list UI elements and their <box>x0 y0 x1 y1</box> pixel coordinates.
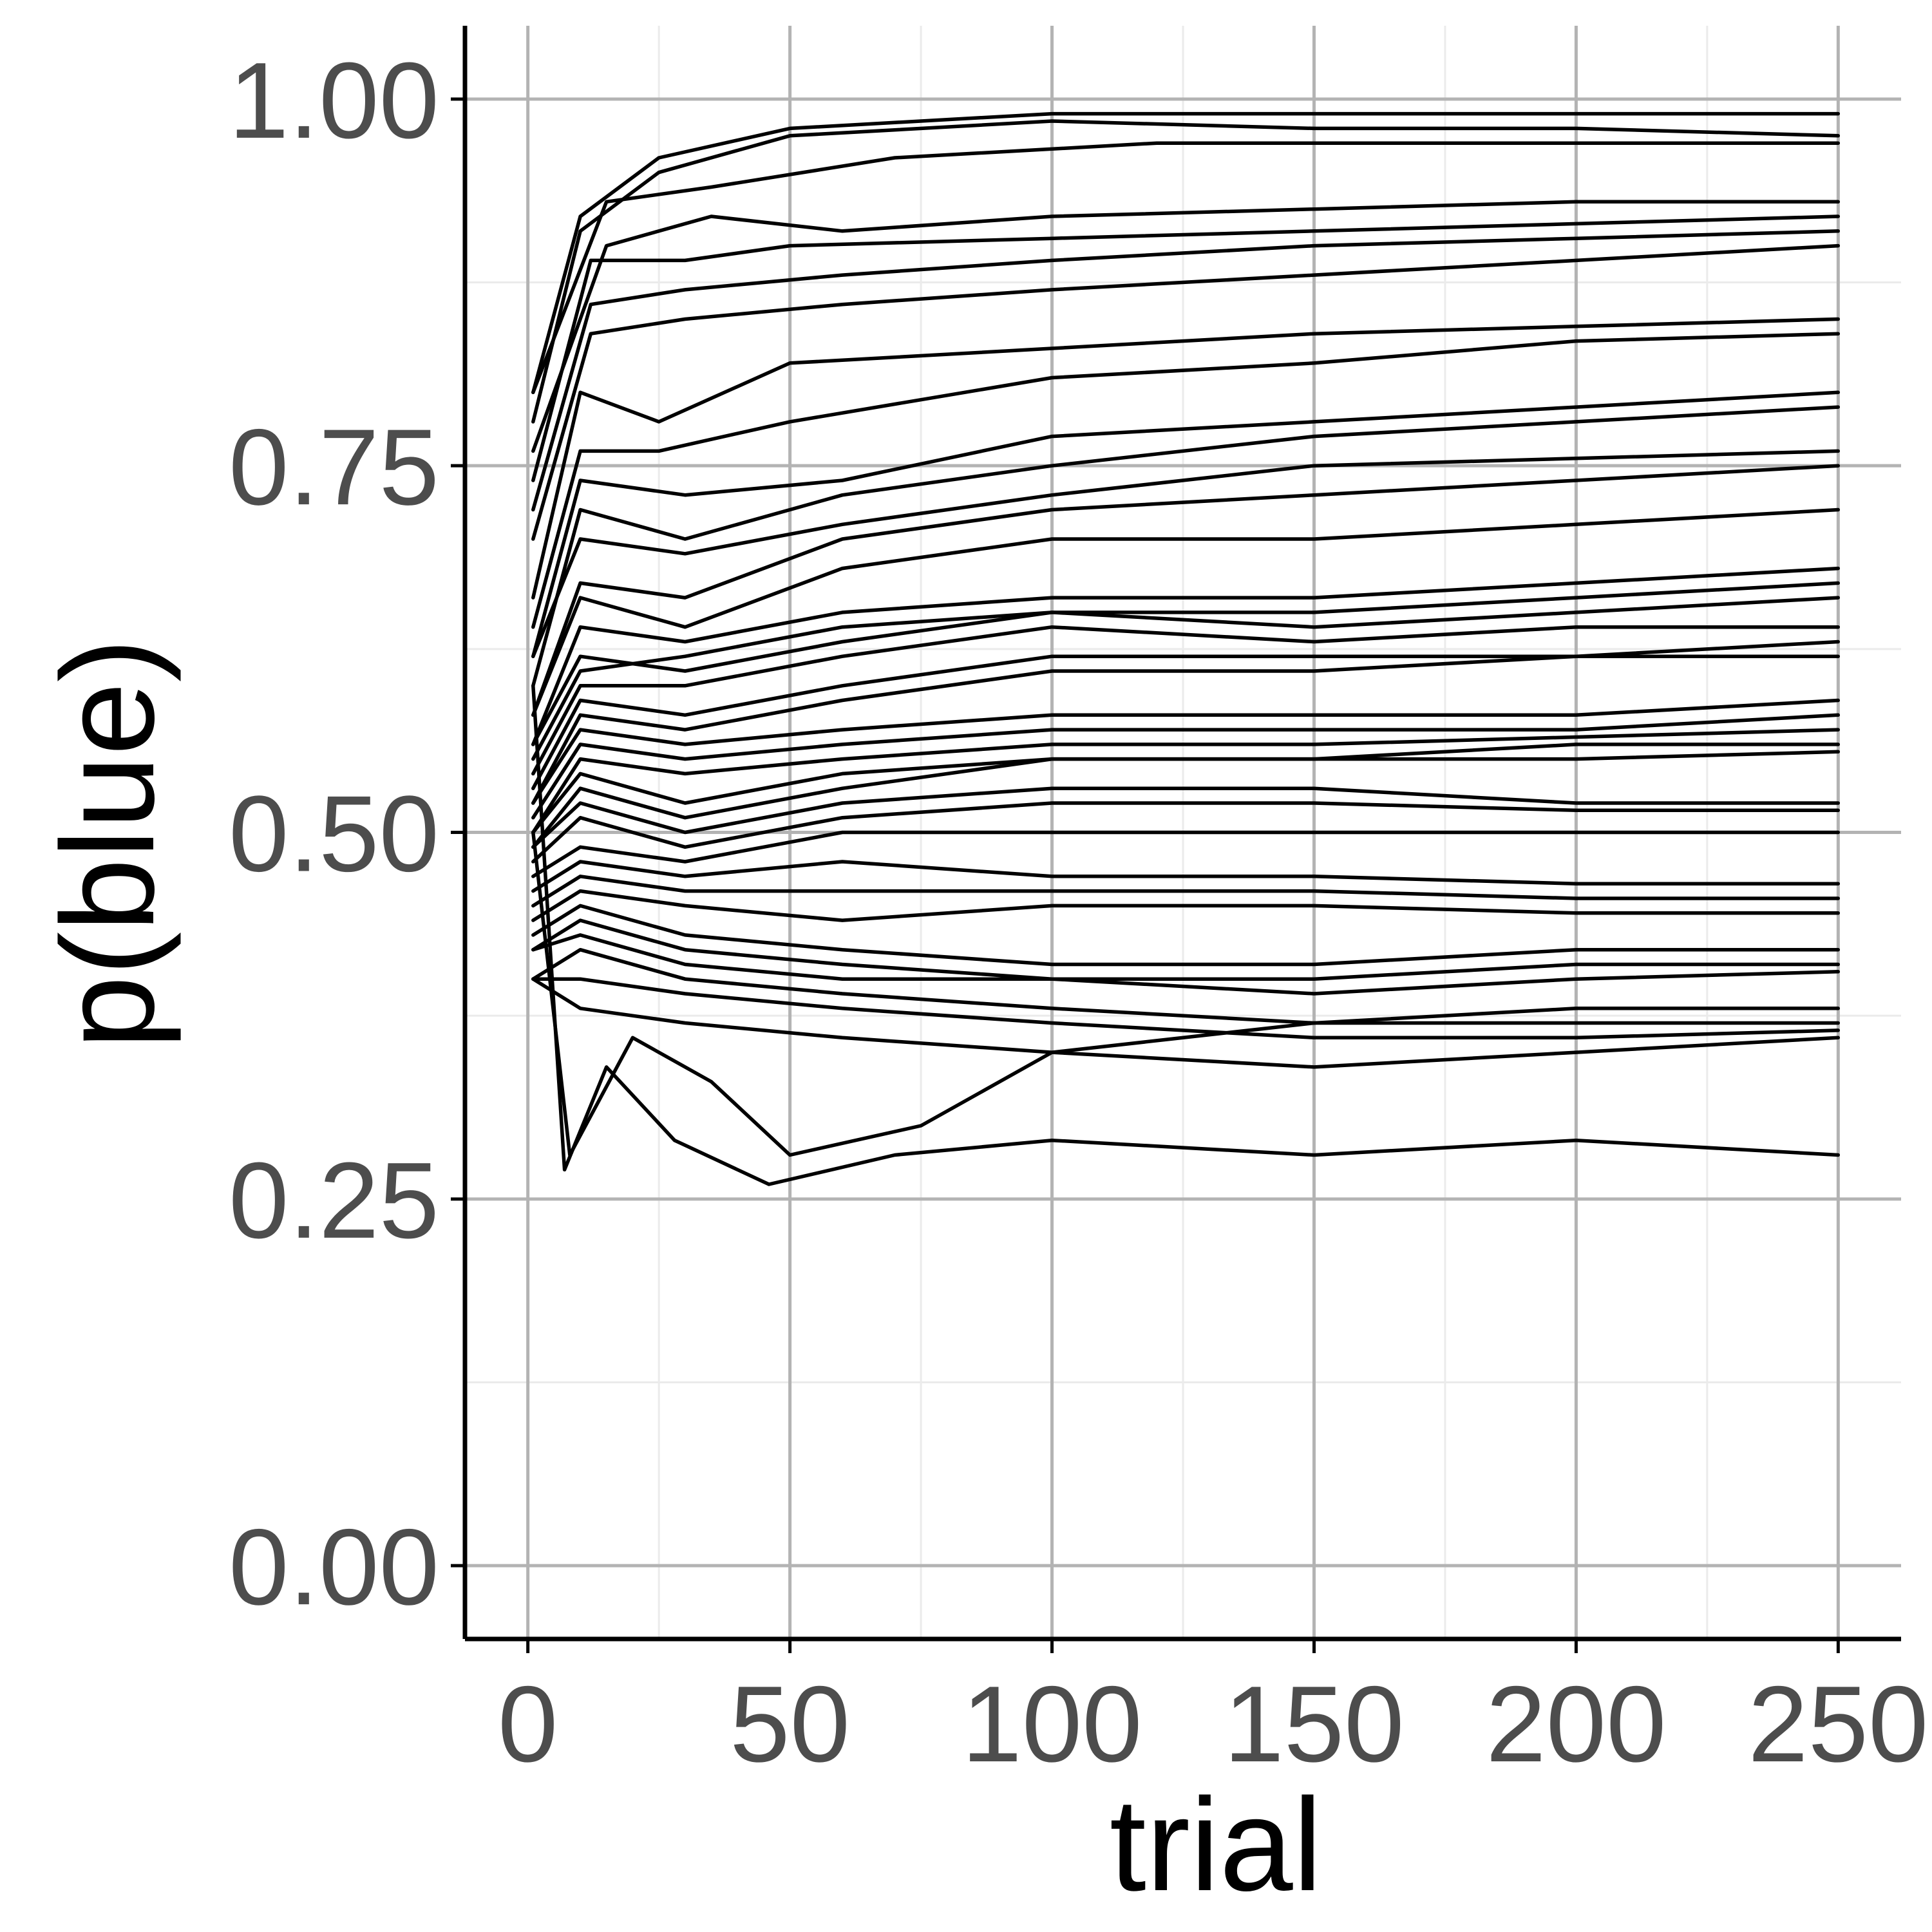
series-line-31 <box>531 889 1841 922</box>
series-line-25 <box>531 750 1841 849</box>
series-line-2 <box>531 119 1841 424</box>
series-line-10 <box>531 390 1841 658</box>
series-line-9 <box>531 332 1841 629</box>
series-line-33 <box>531 918 1841 981</box>
series-line-4 <box>531 200 1841 453</box>
series-line-27 <box>531 801 1841 864</box>
series-line-12 <box>531 449 1841 658</box>
series-line-19 <box>531 639 1841 790</box>
series-line-38 <box>531 830 1841 1157</box>
series-line-28 <box>531 830 1841 878</box>
series-line-3 <box>531 141 1841 395</box>
y-tick-label: 0.00 <box>229 1506 439 1627</box>
series-line-20 <box>531 654 1841 805</box>
x-tick-label: 50 <box>730 1663 850 1785</box>
series-line-39 <box>531 684 1841 1186</box>
series-line-37 <box>531 977 1841 1069</box>
series-line-14 <box>531 507 1841 717</box>
series-line-30 <box>531 875 1841 908</box>
series-line-11 <box>531 405 1841 688</box>
series-line-18 <box>531 625 1841 776</box>
series-line-23 <box>531 728 1841 835</box>
series-line-24 <box>531 743 1841 835</box>
y-tick-label: 0.75 <box>229 406 439 527</box>
series-line-15 <box>531 566 1841 746</box>
series-line-17 <box>531 596 1841 761</box>
series-line-8 <box>531 317 1841 600</box>
y-tick-label: 1.00 <box>229 40 439 161</box>
series-line-1 <box>531 111 1841 395</box>
series-line-6 <box>531 229 1841 512</box>
series-line-26 <box>531 786 1841 849</box>
series-line-35 <box>531 947 1841 1025</box>
series-line-36 <box>531 977 1841 1040</box>
series-line-34 <box>531 933 1841 996</box>
series-line-7 <box>531 243 1841 541</box>
series-lines <box>531 111 1841 1186</box>
x-tick-label: 100 <box>961 1663 1142 1785</box>
series-line-21 <box>531 698 1841 805</box>
series-line-5 <box>531 214 1841 482</box>
y-ticks: 0.00 0.25 0.50 0.75 1.00 <box>229 40 465 1627</box>
x-ticks: 0 50 100 150 200 250 <box>498 1639 1928 1785</box>
series-line-22 <box>531 713 1841 820</box>
series-line-32 <box>531 904 1841 967</box>
x-tick-label: 0 <box>498 1663 558 1785</box>
x-tick-label: 200 <box>1486 1663 1666 1785</box>
x-tick-label: 250 <box>1748 1663 1928 1785</box>
y-axis-title: p(blue) <box>34 638 182 1049</box>
series-line-13 <box>531 464 1841 717</box>
series-line-29 <box>531 860 1841 893</box>
y-tick-label: 0.50 <box>229 773 439 895</box>
series-line-16 <box>531 581 1841 746</box>
y-tick-label: 0.25 <box>229 1140 439 1261</box>
x-axis-title: trial <box>1110 1771 1322 1918</box>
x-tick-label: 150 <box>1224 1663 1404 1785</box>
